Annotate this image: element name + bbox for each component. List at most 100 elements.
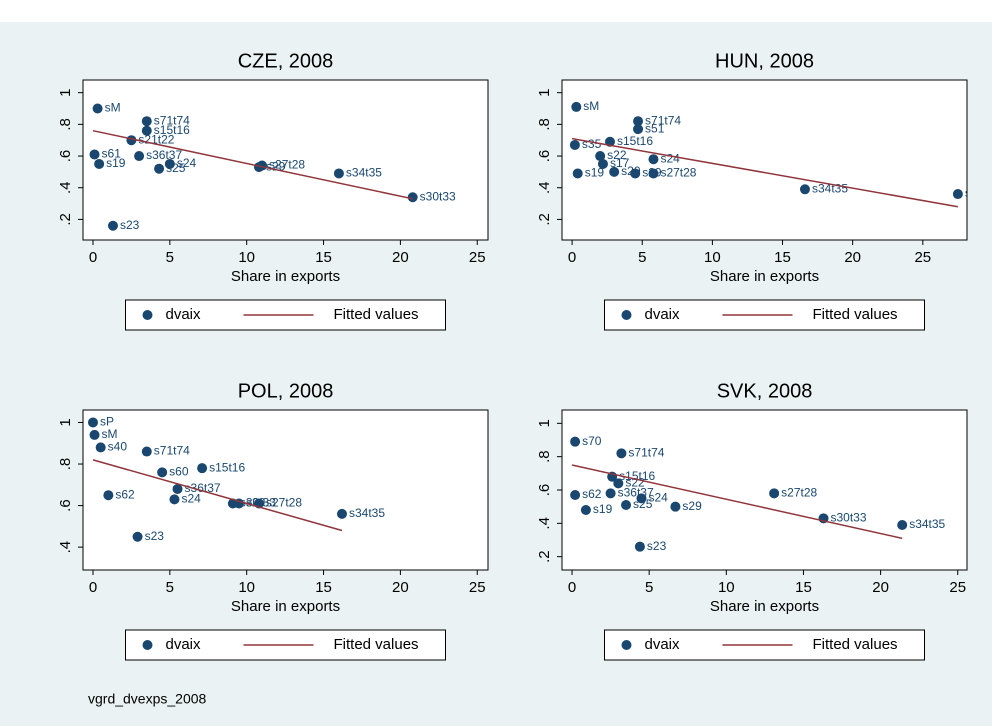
- point: [257, 160, 268, 171]
- point-label: s24: [648, 491, 668, 505]
- legend-label: Fitted values: [334, 636, 419, 653]
- legend-box: [604, 299, 925, 331]
- point-label: s23: [145, 529, 165, 543]
- point-label: s22: [625, 476, 645, 490]
- point: [952, 189, 963, 200]
- y-tick-label: .4: [57, 181, 74, 194]
- point: [616, 448, 627, 459]
- legend-box: [125, 629, 446, 661]
- panel-title: HUN, 2008: [715, 50, 814, 72]
- x-axis-label: Share in exports: [231, 268, 340, 285]
- plot-content: sMs61s19s23s71t74s15t16s21t22s36t37s25s2…: [89, 101, 456, 232]
- point: [634, 541, 645, 552]
- point: [633, 116, 644, 127]
- y-tick-label: .4: [536, 517, 553, 530]
- point-label: s23: [120, 218, 140, 232]
- panel-title: CZE, 2008: [238, 50, 334, 72]
- x-tick-label: 15: [315, 579, 332, 596]
- point-label: s29: [682, 499, 702, 513]
- point: [197, 463, 208, 474]
- panel-title: POL, 2008: [238, 380, 334, 402]
- y-tick-label: 1: [57, 418, 74, 426]
- x-tick-label: 15: [315, 249, 332, 266]
- legend-marker: [142, 310, 153, 320]
- point: [580, 505, 591, 515]
- plot-area: [561, 79, 968, 241]
- x-tick-label: 10: [238, 579, 255, 596]
- point: [595, 151, 606, 162]
- point-label: s15t16: [154, 123, 190, 137]
- legend-label: dvaix: [645, 306, 681, 323]
- point: [571, 101, 582, 112]
- x-tick-label: 5: [645, 579, 653, 596]
- point-label: s62: [582, 487, 602, 501]
- legend-label: Fitted values: [813, 306, 898, 323]
- point-label: s30t33: [965, 186, 992, 200]
- point-label: s30t33: [831, 511, 867, 525]
- point-label: s19: [106, 156, 126, 170]
- x-tick-label: 20: [392, 249, 409, 266]
- fitted-line: [92, 129, 413, 200]
- point-label: s71t74: [628, 446, 664, 460]
- x-tick-label: 5: [166, 249, 174, 266]
- legend-label: dvaix: [166, 636, 202, 653]
- point: [609, 166, 620, 177]
- y-tick-label: .6: [57, 150, 74, 163]
- x-tick-label: 20: [392, 579, 409, 596]
- point: [92, 103, 103, 114]
- point: [141, 116, 152, 127]
- point: [636, 493, 647, 504]
- point: [336, 508, 347, 519]
- plot-area: [561, 409, 968, 571]
- point: [670, 501, 681, 512]
- point-label: s34t35: [909, 517, 945, 531]
- point-label: sM: [102, 427, 118, 441]
- x-tick-label: 20: [844, 249, 861, 266]
- point-label: s36t37: [146, 148, 182, 162]
- point: [107, 220, 118, 231]
- point: [769, 488, 780, 499]
- point-label: s62: [115, 487, 135, 501]
- point: [141, 446, 152, 457]
- fitted-line: [92, 459, 343, 532]
- plot-content: s70s62s19s71t74s15t16s22s36t37s25s24s23s…: [570, 434, 946, 553]
- point-label: s36t37: [185, 481, 221, 495]
- y-tick-label: .6: [57, 499, 74, 512]
- point: [633, 124, 644, 135]
- point: [897, 520, 908, 530]
- point-label: s22: [607, 148, 627, 162]
- point: [95, 442, 106, 453]
- x-tick-label: 25: [469, 579, 486, 596]
- y-tick-label: 1: [57, 89, 74, 97]
- x-tick-label: 10: [704, 249, 721, 266]
- legend-marker: [621, 640, 632, 650]
- legend-marker: [142, 640, 153, 650]
- point-label: s51: [645, 121, 665, 135]
- x-tick-label: 10: [718, 579, 735, 596]
- point-label: s24: [181, 492, 201, 506]
- point: [172, 483, 183, 494]
- point: [569, 139, 580, 150]
- point: [648, 154, 659, 165]
- point: [605, 488, 616, 499]
- point-label: s24: [660, 151, 680, 165]
- point-label: s17: [610, 156, 630, 170]
- y-tick-label: .6: [536, 150, 553, 163]
- plot-area: [82, 79, 489, 241]
- y-tick-label: .4: [536, 181, 553, 194]
- point: [613, 478, 624, 489]
- legend-marker: [621, 310, 632, 320]
- point-label: s27t28: [266, 496, 302, 510]
- x-axis-label: Share in exports: [231, 598, 340, 615]
- point-label: s27t28: [269, 158, 305, 172]
- point: [333, 168, 344, 179]
- legend-label: Fitted values: [334, 306, 419, 323]
- point-label: s24: [177, 156, 197, 170]
- point: [407, 192, 418, 203]
- point: [89, 429, 100, 440]
- point-label: sP: [100, 415, 114, 429]
- y-tick-label: .6: [536, 484, 553, 497]
- y-tick-label: .4: [57, 541, 74, 554]
- x-tick-label: 25: [469, 249, 486, 266]
